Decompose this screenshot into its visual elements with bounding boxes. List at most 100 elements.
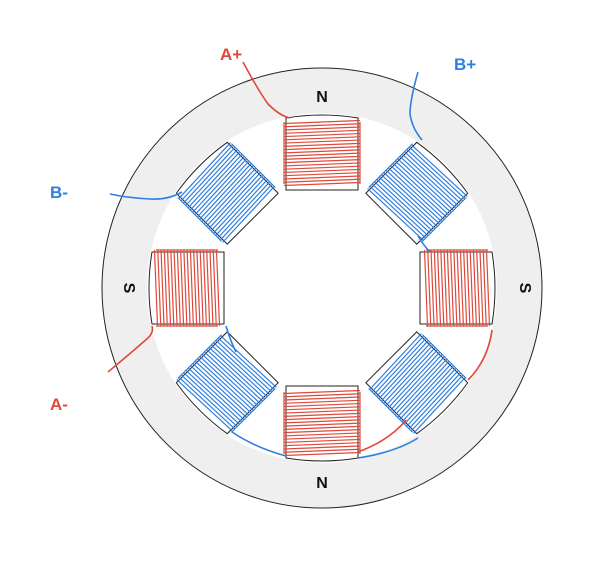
coil-1-turn [390, 165, 447, 218]
coil-3-turn [371, 335, 425, 393]
coil-6-turn [163, 249, 168, 327]
coil-5-turn [217, 337, 275, 391]
pole-label-top: N [316, 89, 328, 106]
coil-3-edge [368, 387, 413, 433]
coil-4-turn [283, 389, 361, 395]
wire-b-link-top [417, 235, 431, 253]
coil-3-turn [390, 353, 443, 411]
coil-5-turn [194, 360, 252, 414]
coil-1-turn [404, 151, 461, 204]
coil-7-edge [177, 197, 223, 242]
coil-5-turn [190, 365, 247, 418]
coil-0-turn [283, 146, 361, 151]
coil-5-turn [180, 374, 238, 428]
coil-3-turn [378, 342, 432, 400]
coil-1-turn [378, 176, 436, 230]
coil-1-turn [369, 185, 427, 239]
wire-a-link-right [467, 329, 493, 381]
coil-2-turn [450, 249, 455, 327]
coil-4-turn [283, 409, 361, 414]
coil-5-turn [187, 367, 245, 421]
pole-label-right: S [516, 283, 533, 294]
coil-6-turn [153, 249, 159, 327]
coil-0-turn [283, 152, 361, 157]
coil-5-turn [210, 344, 268, 398]
coil-3-turn [369, 333, 422, 390]
coil-7-turn [203, 167, 257, 225]
coil-0 [283, 119, 361, 187]
coil-2-turn [479, 249, 484, 327]
coil-1-turn [376, 178, 434, 232]
coil-6-turn [170, 249, 175, 327]
coil-2-turn [433, 249, 438, 327]
coil-5 [176, 334, 277, 433]
coil-7-turn [222, 186, 275, 243]
coil-7 [177, 142, 276, 243]
coil-1 [367, 143, 468, 242]
coil-6-turn [212, 249, 217, 327]
stator-teeth [148, 114, 496, 462]
coil-2-turn [466, 249, 471, 327]
stator-outer-edge [101, 67, 543, 509]
coil-7-turn [217, 181, 271, 239]
wire-b-link-bottom [231, 431, 287, 457]
coil-3-turn [408, 372, 462, 430]
coil-4-turn [283, 429, 361, 434]
coil-1-turn [385, 169, 443, 223]
coil-7-turn [178, 142, 231, 199]
coil-3-turn [376, 340, 429, 397]
coil-4-turn [283, 416, 361, 421]
coil-1-turn [406, 148, 464, 202]
coil-1-turn [401, 153, 459, 207]
coil-7-turn [196, 160, 250, 218]
coil-7-edge [231, 143, 276, 189]
coil-1-edge [368, 143, 413, 189]
coil-3-turn [410, 374, 464, 432]
coil-4-turn [283, 435, 361, 440]
coil-0-turn [283, 139, 361, 144]
coil-7-turn [182, 146, 236, 204]
wire-a-minus [107, 325, 154, 373]
coil-4-turn [283, 419, 361, 424]
coil-3 [368, 333, 467, 434]
coil-2-turn [485, 249, 491, 327]
coil-2-turn [427, 249, 432, 327]
coil-0-turn [283, 181, 361, 187]
label-a-minus: A- [50, 395, 68, 414]
coil-0-turn [283, 165, 361, 170]
wire-b-link-right [357, 437, 419, 459]
coil-1-turn [381, 174, 438, 227]
coil-0-turn [283, 178, 361, 183]
coil-7-turn [192, 156, 245, 213]
coil-5-turn [176, 379, 233, 432]
coil-windings [153, 119, 491, 457]
coil-1-turn [392, 162, 450, 216]
coil-4-turn [283, 406, 361, 411]
pole-tooth-5 [175, 331, 279, 435]
coil-5-turn [185, 369, 243, 423]
coil-1-turn [394, 160, 452, 214]
coil-7-turn [219, 183, 273, 241]
coil-6-turn [157, 249, 162, 327]
coil-6-turn [206, 249, 211, 327]
coil-5-turn [201, 353, 259, 407]
pole-label-left: S [120, 283, 137, 294]
coil-1-turn [387, 167, 445, 220]
coil-4 [283, 389, 361, 457]
pole-tooth-3 [365, 331, 469, 435]
coil-7-turn [210, 174, 264, 232]
coil-2-turn [440, 249, 445, 327]
pole-tooth-7 [175, 141, 279, 245]
coil-6-turn [180, 249, 185, 327]
coil-6-turn [202, 249, 208, 327]
coil-6-turn [196, 249, 201, 327]
coil-7-turn [208, 172, 261, 229]
coil-0-turn [283, 172, 361, 177]
coil-1-turn [399, 155, 457, 209]
coil-1-turn [411, 144, 468, 197]
coil-7-turn [201, 165, 254, 223]
coil-7-turn [187, 151, 241, 209]
label-b-plus: B+ [454, 55, 476, 74]
coil-2-turn [423, 249, 429, 327]
